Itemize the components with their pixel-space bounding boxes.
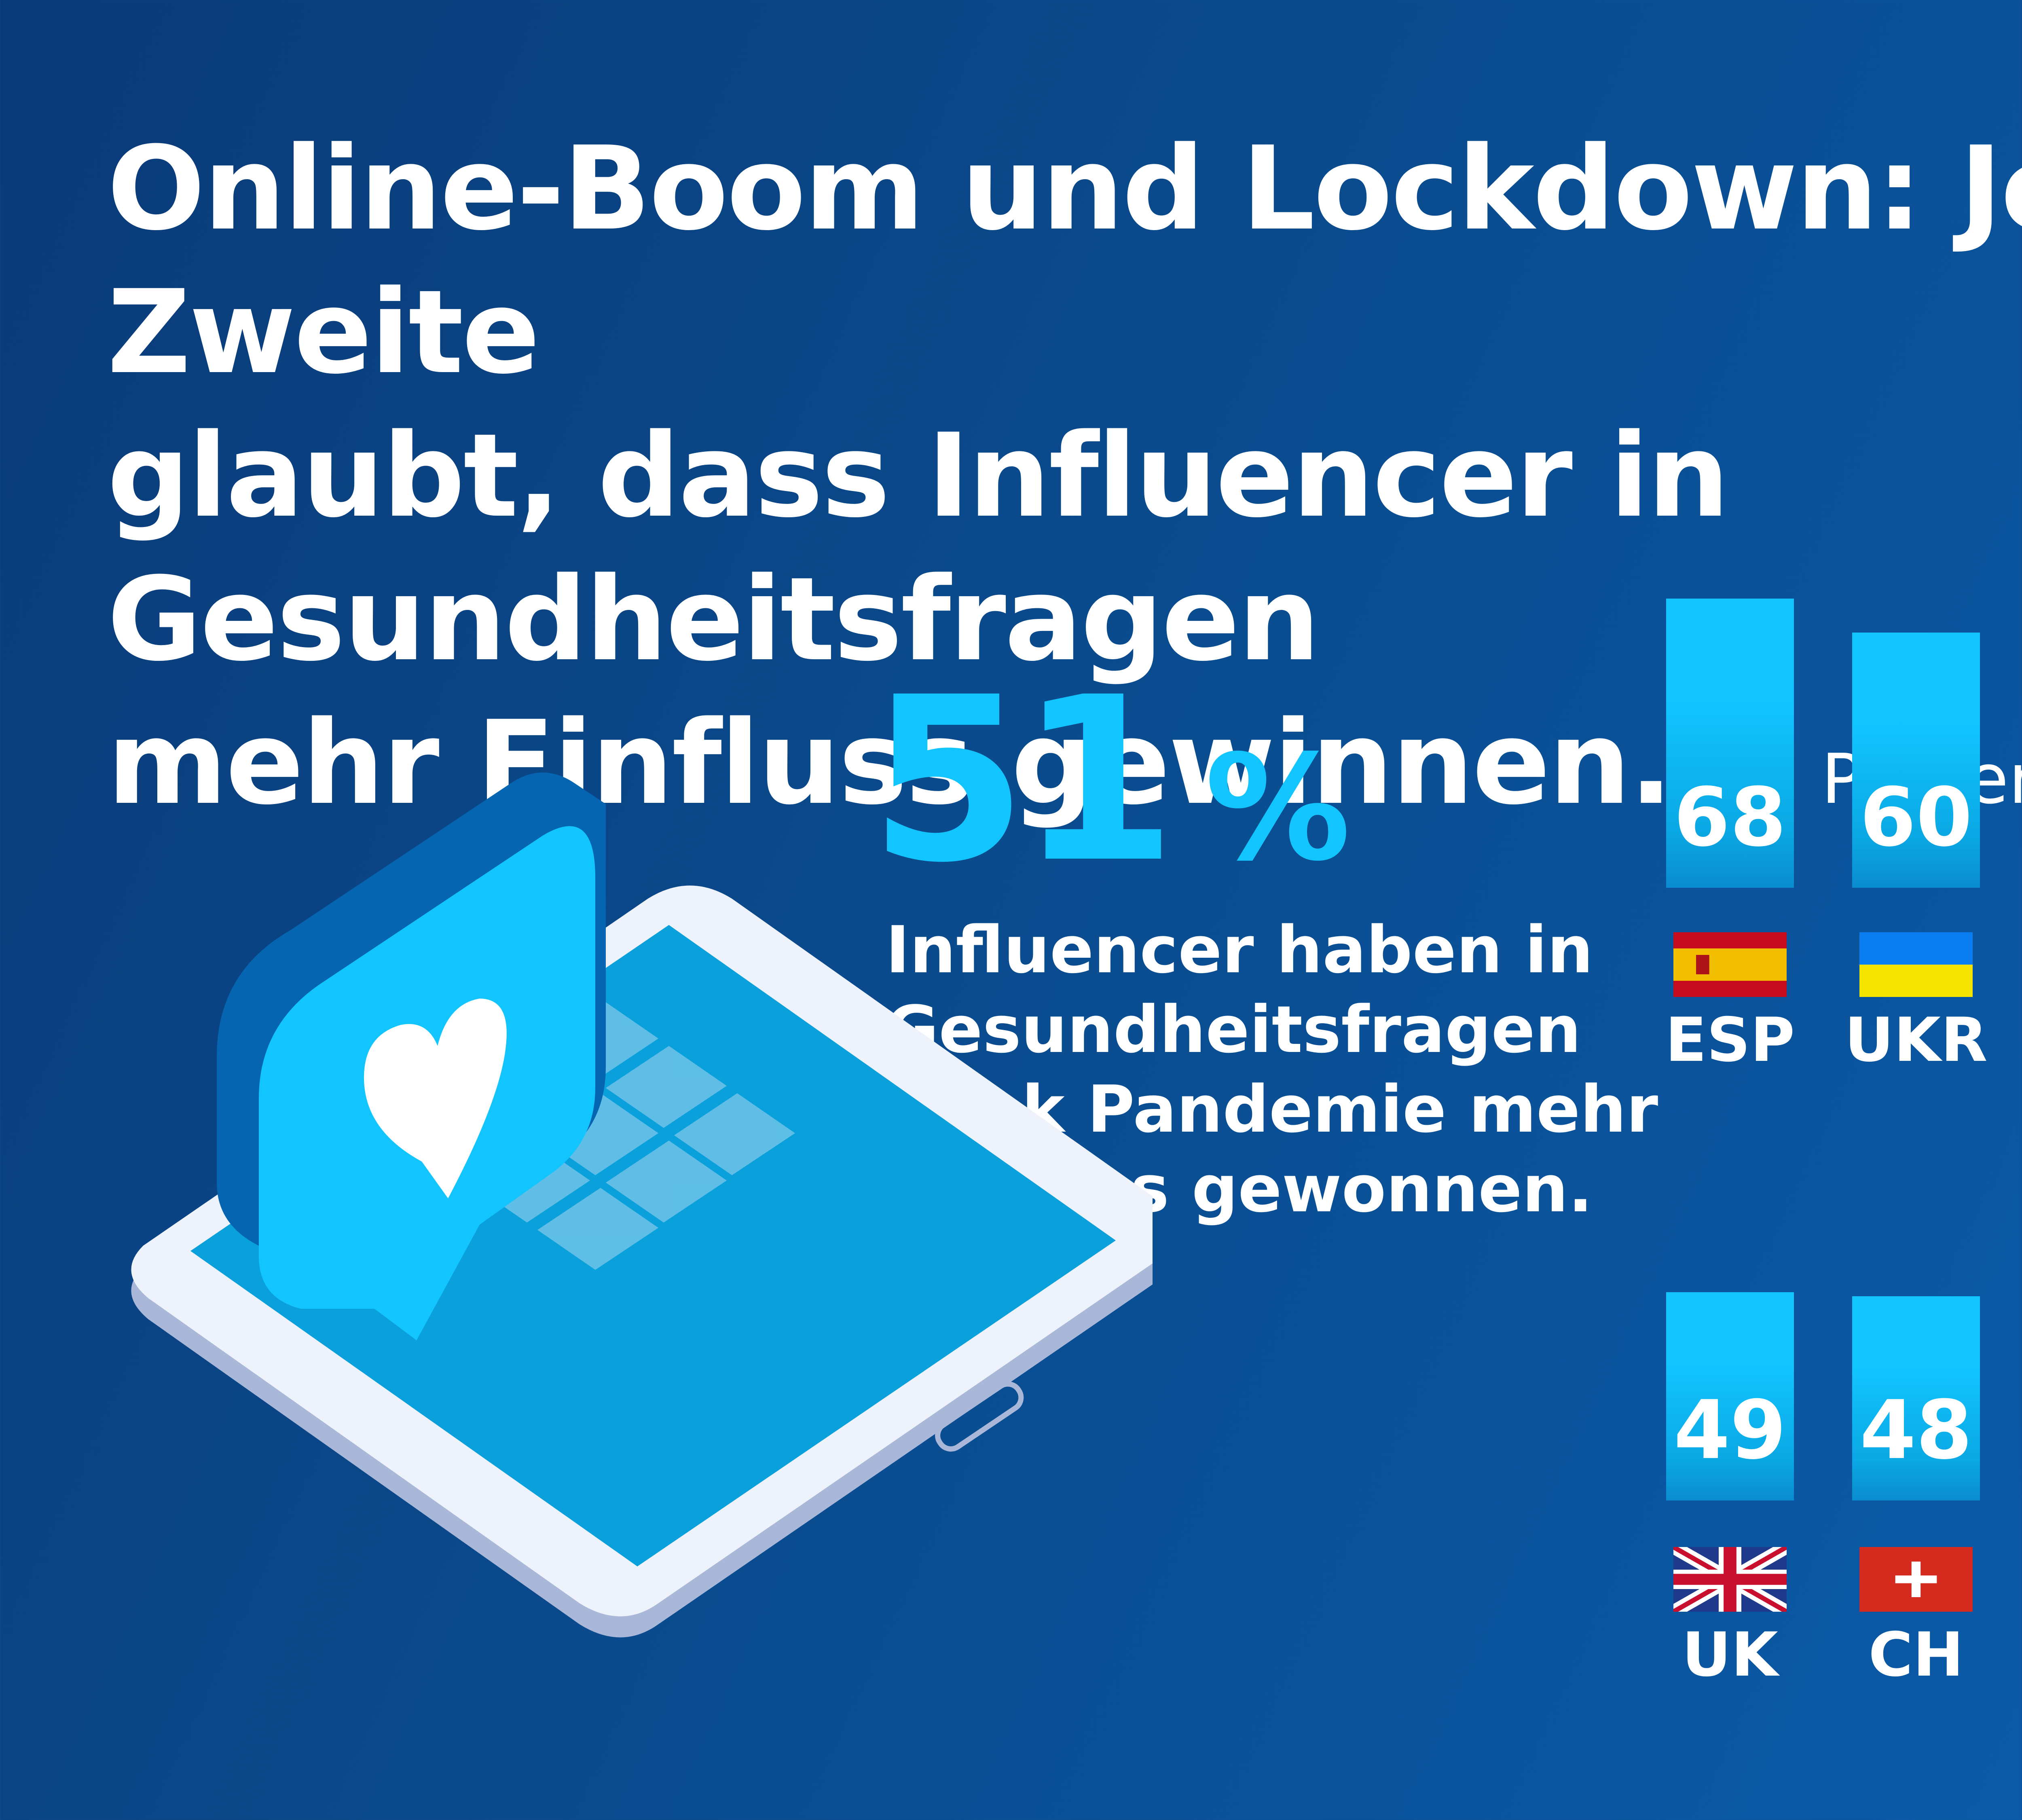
- country-label: UKR: [1844, 1005, 1988, 1075]
- highlight-value: 51%: [869, 667, 1351, 922]
- bar-value-label: 49: [1673, 1383, 1787, 1477]
- bar-value-label: 60: [1859, 770, 1973, 865]
- flag-uk-icon: [1673, 1547, 1787, 1612]
- bar-uk: [1666, 1292, 1794, 1500]
- country-label: UK: [1681, 1620, 1779, 1690]
- smartphone-icon: [131, 885, 1153, 1638]
- bar-esp: [1666, 599, 1794, 888]
- country-label: SER: [2009, 1005, 2022, 1075]
- description-line: Gesundheitsfragen: [886, 992, 1581, 1067]
- title-line-2: glaubt, dass Influencer in Gesundheitsfr…: [107, 409, 1730, 687]
- title-line-1: Online-Boom und Lockdown: Jeder Zweite: [107, 122, 2022, 400]
- bar-ukr: [1852, 633, 1980, 888]
- flag-ukraine-icon: [1859, 932, 1973, 997]
- country-label: ESP: [1665, 1005, 1795, 1075]
- country-label: BEL: [2009, 1620, 2022, 1690]
- country-label: CH: [1868, 1620, 1964, 1690]
- bar-value-label: 48: [1859, 1383, 1973, 1477]
- bar-value-label: 68: [1673, 770, 1787, 865]
- flag-spain-icon: [1673, 932, 1787, 997]
- page-title: Online-Boom und Lockdown: Jeder Zweite g…: [107, 117, 2022, 851]
- heart-icon: [364, 999, 507, 1198]
- highlight-unit: %: [1205, 724, 1351, 893]
- bar-ch: [1852, 1296, 1980, 1500]
- heart-speech-bubble-icon: [217, 772, 606, 1340]
- highlight-number: 51: [869, 649, 1176, 912]
- smartphone-illustration: [131, 772, 1153, 1638]
- title-line-3-text: mehr Einfluss gewinnen.: [107, 696, 1673, 830]
- description-line: Influencer haben in: [886, 912, 1593, 988]
- flag-switzerland-icon: [1859, 1547, 1973, 1612]
